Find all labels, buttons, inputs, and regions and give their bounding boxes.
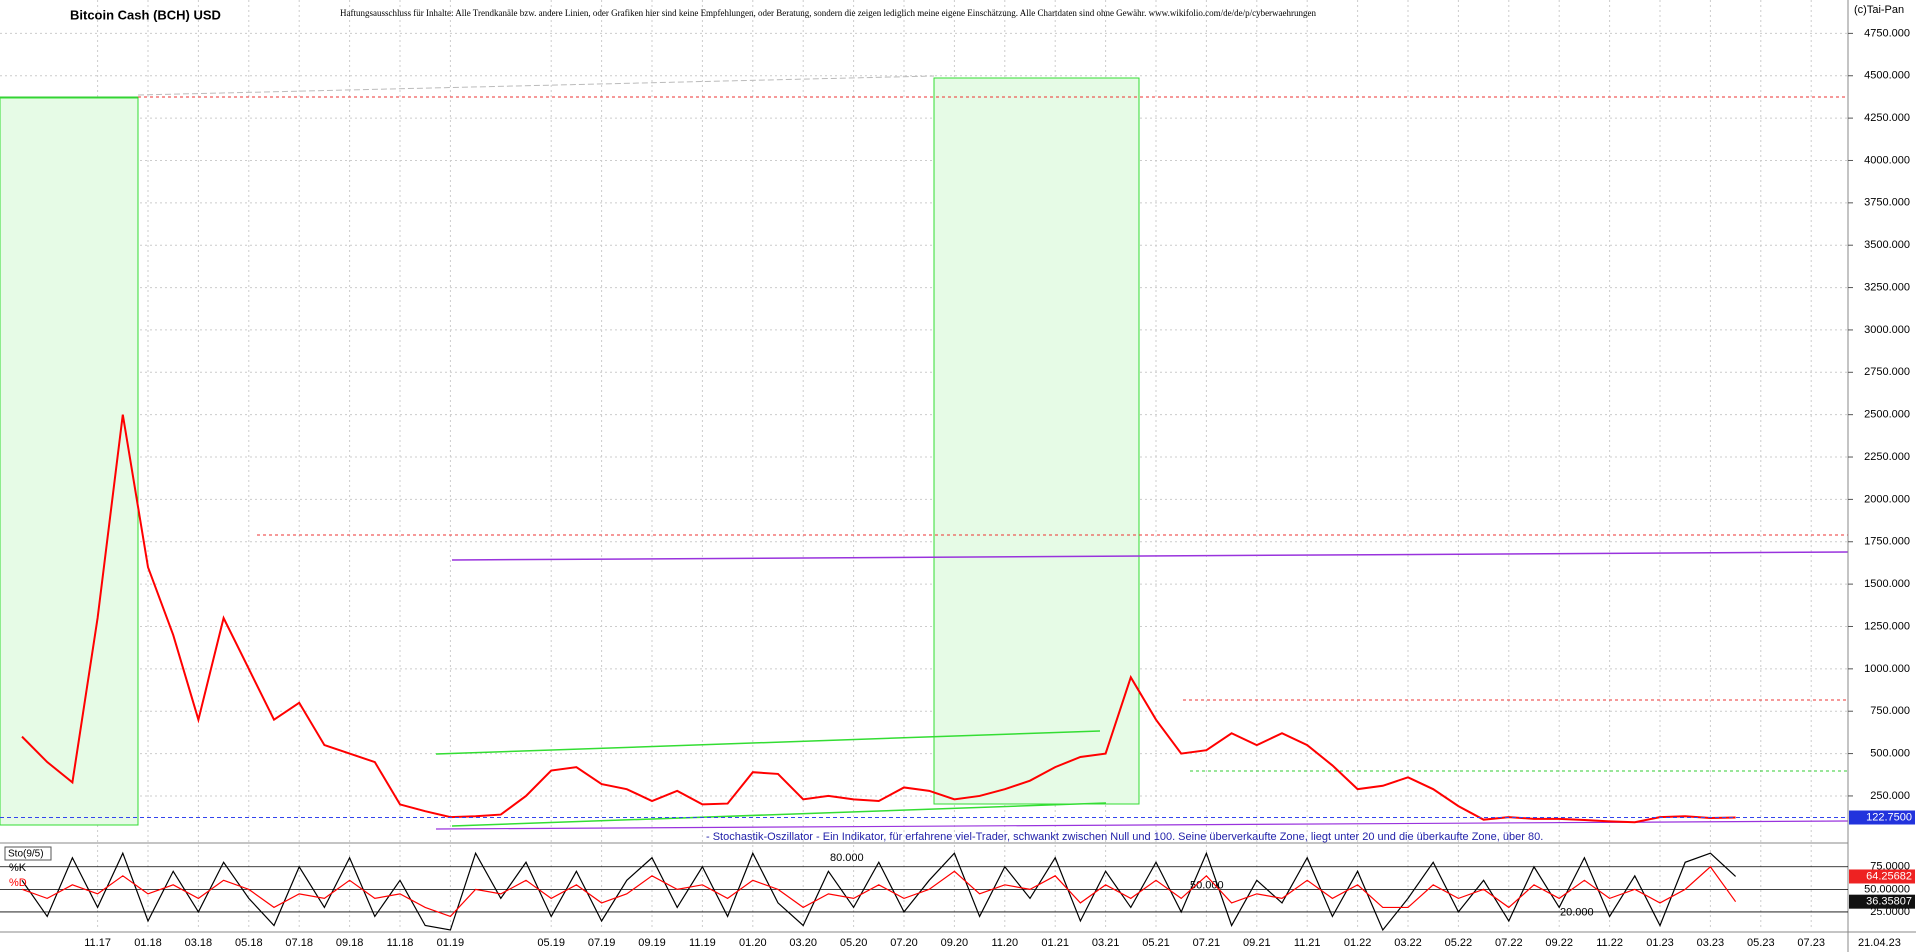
- x-tick-label: 09.18: [336, 937, 364, 949]
- trend-line: [451, 551, 1849, 561]
- x-tick-label: 03.21: [1092, 937, 1120, 949]
- green-zone: [933, 77, 1140, 805]
- current-value-label: 36.35807: [1866, 896, 1912, 908]
- x-tick-label: 01.22: [1344, 937, 1372, 949]
- x-tick-label: 05.20: [840, 937, 868, 949]
- x-tick-label: 03.23: [1697, 937, 1725, 949]
- value-box: [1849, 894, 1915, 909]
- y-tick-label: 2250.000: [1864, 451, 1910, 463]
- trend-line: [137, 75, 935, 96]
- y-tick-label: 25.0000: [1870, 906, 1910, 918]
- y-tick-label: 4250.000: [1864, 112, 1910, 124]
- x-tick-label: 07.19: [588, 937, 616, 949]
- copyright: (c)Tai-Pan: [1854, 4, 1904, 16]
- chart-title: Bitcoin Cash (BCH) USD: [70, 7, 221, 22]
- y-tick-label: 3250.000: [1864, 281, 1910, 293]
- y-tick-label: 2000.000: [1864, 493, 1910, 505]
- x-tick-label: 03.20: [789, 937, 817, 949]
- x-tick-label: 07.18: [285, 937, 313, 949]
- x-tick-label: 11.20: [991, 937, 1018, 949]
- x-tick-label: 01.18: [134, 937, 162, 949]
- trend-line: [451, 802, 1107, 827]
- x-tick-label: 01.21: [1041, 937, 1069, 949]
- trend-line: [435, 730, 1101, 755]
- level-label: 20.000: [1560, 906, 1594, 918]
- x-tick-label: 07.20: [890, 937, 918, 949]
- y-tick-label: 3750.000: [1864, 197, 1910, 209]
- x-tick-label: 07.21: [1193, 937, 1221, 949]
- x-tick-label: 01.20: [739, 937, 767, 949]
- y-tick-label: 50.00000: [1864, 883, 1910, 895]
- x-tick-label: 05.18: [235, 937, 263, 949]
- y-tick-label: 1500.000: [1864, 578, 1910, 590]
- legend-label: %K: [9, 862, 27, 874]
- x-tick-label: 09.19: [638, 937, 666, 949]
- x-tick-label: 11.17: [84, 937, 111, 949]
- y-tick-label: 3500.000: [1864, 239, 1910, 251]
- y-tick-label: 1250.000: [1864, 620, 1910, 632]
- price-line: [21, 414, 1736, 824]
- y-tick-label: 750.000: [1870, 705, 1910, 717]
- x-tick-label: 11.19: [689, 937, 716, 949]
- x-tick-label: 05.23: [1747, 937, 1775, 949]
- y-tick-label: 1750.000: [1864, 536, 1910, 548]
- y-tick-label: 2500.000: [1864, 409, 1910, 421]
- x-tick-label: 05.19: [537, 937, 565, 949]
- x-tick-label: 07.22: [1495, 937, 1523, 949]
- value-box: [1849, 810, 1915, 825]
- x-tick-label: 11.22: [1596, 937, 1623, 949]
- x-tick-label: 05.22: [1445, 937, 1473, 949]
- x-tick-label: 03.22: [1394, 937, 1422, 949]
- x-tick-label: 09.22: [1545, 937, 1573, 949]
- x-tick-label: 09.20: [941, 937, 969, 949]
- x-tick-label: 09.21: [1243, 937, 1271, 949]
- current-value-label: 122.7500: [1866, 811, 1912, 823]
- annotation: - Stochastik-Oszillator - Ein Indikator,…: [706, 831, 1543, 843]
- grid: [0, 0, 1848, 930]
- value-box: [1849, 869, 1915, 884]
- x-tick-label: 07.23: [1797, 937, 1825, 949]
- legend-label: %D: [9, 877, 27, 889]
- y-tick-label: 1000.000: [1864, 663, 1910, 675]
- y-tick-label: 4000.000: [1864, 154, 1910, 166]
- y-tick-label: 2750.000: [1864, 366, 1910, 378]
- x-tick-label: 03.18: [185, 937, 213, 949]
- x-tick-label: 05.21: [1142, 937, 1170, 949]
- indicator-box: [4, 846, 52, 861]
- level-label: 80.000: [830, 852, 864, 864]
- x-tick-label: 11.21: [1294, 937, 1321, 949]
- green-zone: [0, 97, 139, 826]
- y-tick-label: 500.000: [1870, 747, 1910, 759]
- disclaimer: Haftungsausschluss für Inhalte: Alle Tre…: [340, 8, 1317, 18]
- price-line: [21, 851, 1737, 932]
- y-tick-label: 4500.000: [1864, 70, 1910, 82]
- price-line: [21, 865, 1737, 918]
- y-tick-label: 3000.000: [1864, 324, 1910, 336]
- x-tick-label: 01.19: [437, 937, 465, 949]
- y-tick-label: 4750.000: [1864, 27, 1910, 39]
- indicator-title: Sto(9/5): [8, 849, 44, 860]
- x-tick-label: 11.18: [387, 937, 414, 949]
- current-value-label: 64.25682: [1866, 870, 1912, 882]
- x-tick-label: 01.23: [1646, 937, 1674, 949]
- date-label: 21.04.23: [1858, 937, 1901, 949]
- y-tick-label: 250.000: [1870, 790, 1910, 802]
